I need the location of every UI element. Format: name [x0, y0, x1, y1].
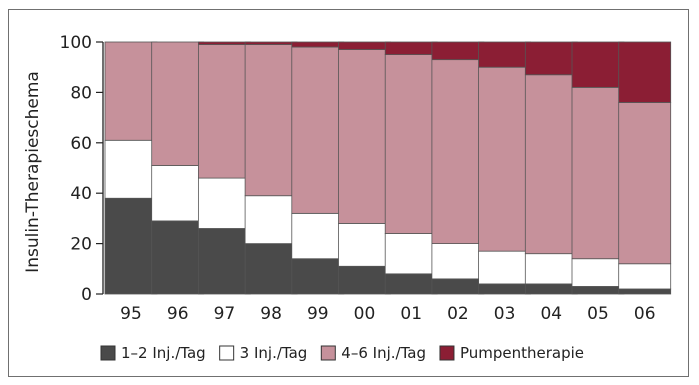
bar-segment-06-series-1: [618, 288, 672, 295]
y-tick-label: 40: [70, 184, 92, 204]
bar-segment-98-series-1: [244, 243, 298, 295]
legend-label-2: 3 Inj./Tag: [240, 344, 308, 362]
bar-segment-06-series-3: [618, 102, 672, 265]
bar-segment-03-series-3: [478, 66, 532, 252]
bar-segment-04-series-4: [524, 41, 578, 76]
bar-segment-99-series-2: [291, 212, 345, 260]
y-ticks-group: 100 80 60 40 20 0: [60, 33, 103, 305]
bar-segment-97-series-2: [197, 177, 251, 229]
bar-segment-05-series-4: [571, 41, 625, 88]
bar-segment-96-series-3: [151, 41, 205, 166]
bar-segment-01-series-3: [384, 54, 438, 234]
bar-segment-96-series-1: [151, 220, 205, 295]
bar-segment-03-series-2: [478, 250, 532, 285]
x-tick-label: 99: [307, 304, 329, 324]
y-tick-label: 100: [60, 33, 92, 53]
x-tick-label: 98: [260, 304, 282, 324]
bar-segment-99-series-1: [291, 258, 345, 295]
x-tick-label: 03: [494, 304, 516, 324]
bar-segment-97-series-3: [197, 44, 251, 179]
bar-segment-06-series-4: [618, 41, 672, 103]
y-tick-label: 80: [70, 83, 92, 103]
bar-segment-97-series-1: [197, 228, 251, 295]
bar-segment-01-series-1: [384, 273, 438, 295]
bar-segment-02-series-2: [431, 243, 485, 280]
bars-group: [104, 41, 672, 295]
bar-segment-00-series-4: [338, 41, 391, 50]
bar-segment-02-series-4: [431, 41, 485, 61]
bar-segment-05-series-1: [571, 286, 625, 295]
bar-segment-95-series-1: [104, 197, 158, 295]
bar-segment-05-series-2: [571, 258, 625, 287]
bar-segment-97-series-4: [197, 41, 251, 45]
legend: 1–2 Inj./Tag 3 Inj./Tag 4–6 Inj./Tag Pumpen…: [100, 344, 584, 362]
x-tick-label: 96: [167, 304, 189, 324]
bar-segment-98-series-2: [244, 195, 298, 245]
bar-segment-06-series-2: [618, 263, 672, 290]
legend-swatch-4: [439, 345, 455, 361]
bar-segment-03-series-1: [478, 283, 532, 295]
x-tick-label: 02: [447, 304, 469, 324]
legend-swatch-1: [100, 345, 116, 361]
bar-segment-95-series-3: [104, 41, 158, 141]
x-tick-label: 97: [214, 304, 236, 324]
bar-segment-96-series-2: [151, 165, 205, 222]
bar-segment-98-series-4: [244, 41, 298, 45]
x-ticks-group: 95 96 97 98 99 00 01 02 03 04 05 06: [120, 304, 655, 324]
legend-label-4: Pumpentherapie: [460, 344, 584, 362]
x-tick-label: 95: [120, 304, 142, 324]
y-tick-label: 20: [70, 235, 92, 255]
bar-segment-99-series-4: [291, 41, 345, 48]
bar-segment-02-series-3: [431, 59, 485, 245]
legend-label-1: 1–2 Inj./Tag: [121, 344, 206, 362]
bar-segment-02-series-1: [431, 278, 485, 295]
legend-swatch-3: [320, 345, 336, 361]
bar-segment-01-series-4: [384, 41, 438, 56]
legend-label-3: 4–6 Inj./Tag: [341, 344, 426, 362]
x-tick-label: 00: [354, 304, 376, 324]
bar-segment-99-series-3: [291, 46, 345, 214]
x-tick-label: 05: [587, 304, 609, 324]
bar-segment-00-series-2: [338, 223, 391, 267]
chart-frame: [8, 9, 689, 377]
legend-swatch-2: [219, 345, 235, 361]
x-tick-label: 06: [634, 304, 656, 324]
bar-segment-95-series-2: [104, 139, 158, 199]
y-axis-label: Insulin-Therapieschema: [23, 71, 43, 273]
bar-segment-03-series-4: [478, 41, 532, 68]
bar-segment-05-series-3: [571, 86, 625, 260]
bar-segment-00-series-3: [338, 49, 391, 224]
y-tick-label: 60: [70, 134, 92, 154]
bar-segment-04-series-2: [524, 253, 578, 285]
y-tick-label: 0: [81, 285, 92, 305]
x-tick-label: 01: [400, 304, 422, 324]
x-tick-label: 04: [540, 304, 562, 324]
bar-segment-01-series-2: [384, 233, 438, 275]
bar-segment-98-series-3: [244, 44, 298, 197]
bar-segment-00-series-1: [338, 265, 391, 295]
bar-segment-04-series-1: [524, 283, 578, 295]
bar-segment-04-series-3: [524, 74, 578, 255]
